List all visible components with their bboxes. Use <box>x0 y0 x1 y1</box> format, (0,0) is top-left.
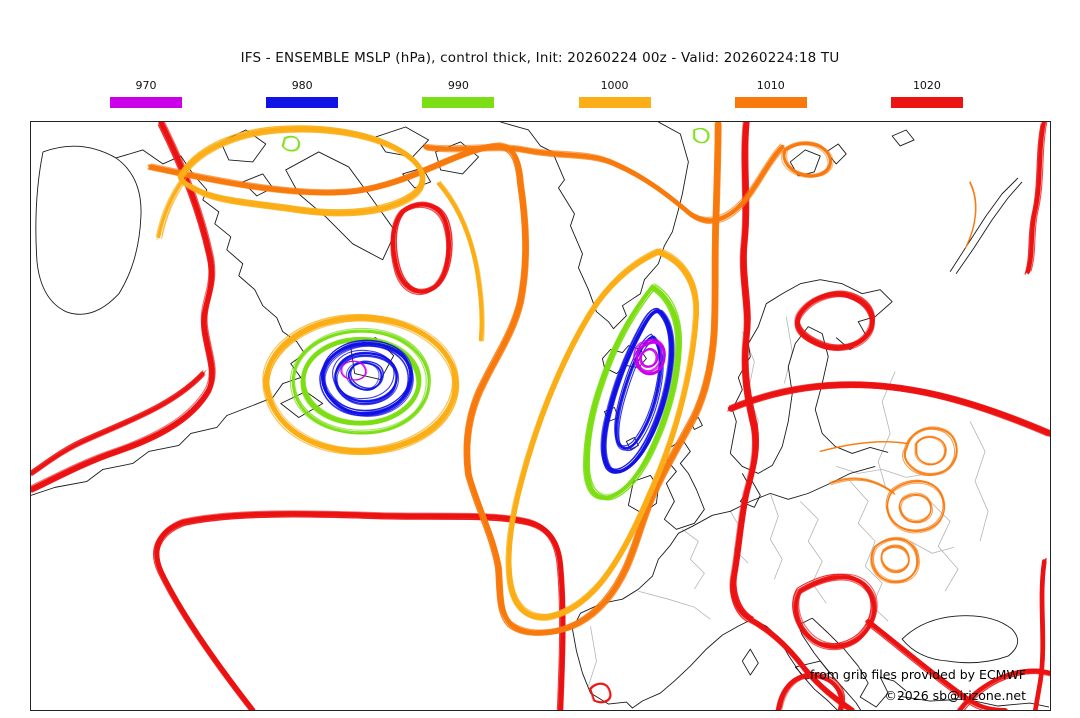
legend-color-bar <box>735 97 807 108</box>
legend-item-1000: 1000 <box>579 79 651 108</box>
attribution-copyright: ©2026 sb@irizone.net <box>884 688 1026 703</box>
legend: 970 980 990 1000 1010 1020 <box>110 79 963 108</box>
legend-color-bar <box>110 97 182 108</box>
legend-color-bar <box>266 97 338 108</box>
legend-label: 1010 <box>757 79 785 92</box>
legend-item-980: 980 <box>266 79 338 108</box>
attribution-source: from grib files provided by ECMWF <box>810 667 1026 682</box>
weather-chart-page: IFS - ENSEMBLE MSLP (hPa), control thick… <box>0 0 1080 718</box>
legend-label: 1000 <box>601 79 629 92</box>
legend-item-1020: 1020 <box>891 79 963 108</box>
legend-item-970: 970 <box>110 79 182 108</box>
legend-item-1010: 1010 <box>735 79 807 108</box>
legend-label: 1020 <box>913 79 941 92</box>
legend-label: 990 <box>448 79 469 92</box>
legend-color-bar <box>891 97 963 108</box>
legend-color-bar <box>422 97 494 108</box>
page-title: IFS - ENSEMBLE MSLP (hPa), control thick… <box>0 50 1080 66</box>
legend-label: 970 <box>136 79 157 92</box>
legend-color-bar <box>579 97 651 108</box>
msl-pressure-map <box>31 122 1050 710</box>
map-panel: from grib files provided by ECMWF ©2026 … <box>30 121 1051 711</box>
legend-item-990: 990 <box>422 79 494 108</box>
legend-label: 980 <box>292 79 313 92</box>
